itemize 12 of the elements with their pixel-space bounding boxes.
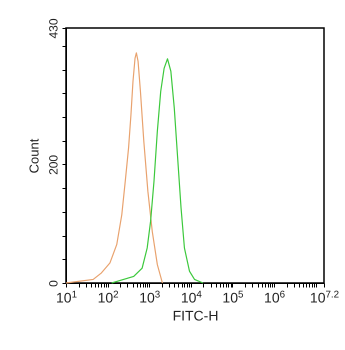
y-tick-label: 0 (46, 280, 60, 287)
y-axis-title: Count (26, 138, 42, 174)
x-tick-label: 10$^{7.2}$ (310, 289, 340, 306)
y-tick-label: 200 (46, 154, 60, 175)
y-tick-label: 430 (46, 18, 60, 39)
x-tick-label: 10$^{6}$ (264, 289, 286, 306)
x-tick-label: 10$^{2}$ (98, 289, 119, 306)
x-tick-label: 10$^{1}$ (56, 289, 78, 306)
x-tick-label: 10$^{4}$ (180, 289, 202, 306)
x-axis-title: FITC-H (172, 308, 218, 324)
x-tick-label: 10$^{3}$ (139, 289, 161, 306)
x-tick-label: 10$^{5}$ (222, 289, 244, 306)
